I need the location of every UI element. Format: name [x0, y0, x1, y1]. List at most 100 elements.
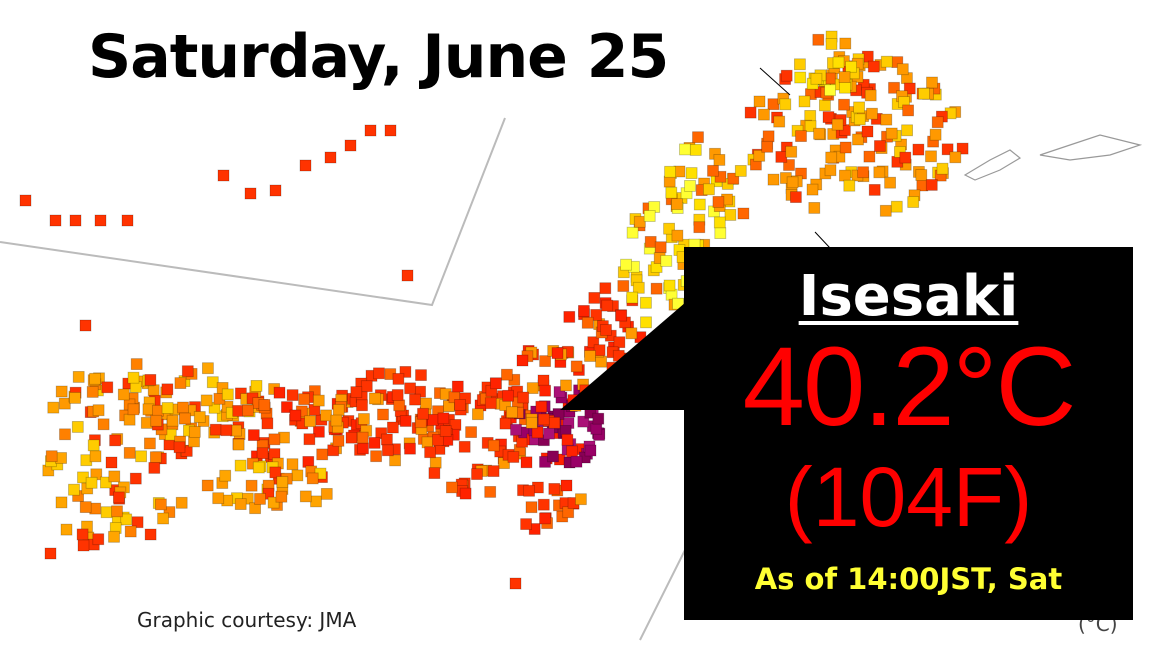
station-marker: [177, 401, 189, 414]
station-marker: [547, 450, 559, 463]
station-marker: [175, 496, 188, 509]
station-marker: [794, 58, 806, 71]
station-marker: [753, 95, 766, 108]
station-marker: [404, 382, 417, 395]
station-marker: [693, 198, 706, 211]
station-marker: [131, 516, 144, 529]
station-marker: [280, 401, 293, 414]
station-marker: [345, 431, 358, 444]
station-marker: [324, 151, 337, 164]
station-marker: [912, 143, 925, 156]
station-marker: [601, 299, 614, 312]
station-marker: [344, 139, 357, 152]
station-marker: [804, 110, 817, 122]
station-marker: [509, 577, 522, 590]
station-marker: [812, 33, 825, 46]
station-marker: [507, 451, 520, 463]
station-marker: [127, 403, 140, 416]
station-marker: [590, 422, 603, 435]
station-marker: [261, 417, 274, 430]
station-marker: [377, 408, 389, 421]
station-marker: [539, 384, 551, 397]
station-marker: [427, 413, 439, 426]
station-marker: [85, 476, 98, 489]
station-marker: [713, 153, 726, 166]
station-marker: [539, 512, 551, 525]
station-marker: [268, 433, 281, 446]
station-marker: [60, 523, 73, 536]
station-marker: [866, 107, 878, 120]
station-marker: [459, 487, 472, 500]
station-marker: [94, 214, 107, 227]
station-marker: [100, 476, 112, 489]
station-marker: [439, 425, 452, 437]
station-marker: [143, 437, 156, 450]
station-marker: [824, 84, 836, 97]
station-marker: [499, 417, 512, 430]
station-marker: [121, 214, 134, 227]
station-marker: [465, 426, 478, 439]
station-marker: [312, 394, 325, 407]
station-marker: [825, 38, 838, 50]
station-marker: [592, 412, 605, 425]
station-marker: [902, 104, 914, 117]
station-marker: [915, 169, 928, 181]
station-marker: [516, 354, 529, 367]
station-marker: [44, 547, 57, 560]
coastline: [1039, 134, 1143, 161]
station-marker: [101, 381, 114, 394]
station-marker: [166, 414, 179, 427]
station-marker: [386, 421, 399, 434]
station-marker: [45, 450, 58, 463]
station-marker: [588, 291, 601, 304]
station-marker: [157, 512, 170, 525]
station-marker: [415, 369, 427, 382]
station-marker: [393, 399, 406, 412]
station-marker: [254, 492, 266, 505]
station-marker: [692, 131, 704, 144]
station-marker: [173, 441, 186, 454]
station-marker: [289, 409, 302, 422]
station-marker: [161, 383, 174, 396]
station-marker: [256, 447, 269, 460]
station-marker: [615, 309, 628, 322]
station-marker: [392, 372, 405, 385]
leader-line: [759, 67, 791, 96]
station-marker: [163, 506, 176, 519]
station-marker: [863, 150, 876, 163]
station-marker: [89, 372, 101, 385]
station-marker: [484, 397, 497, 410]
station-marker: [689, 143, 702, 156]
station-marker: [421, 436, 434, 449]
station-marker: [779, 98, 792, 111]
station-marker: [375, 427, 388, 440]
station-marker: [798, 95, 811, 108]
station-marker: [570, 455, 583, 468]
station-marker: [399, 365, 412, 378]
station-marker: [356, 399, 368, 412]
station-marker: [593, 344, 606, 357]
station-marker: [925, 150, 937, 163]
station-marker: [69, 214, 82, 227]
station-marker: [303, 433, 316, 446]
station-marker: [241, 404, 254, 417]
station-marker: [843, 179, 856, 192]
station-marker: [931, 116, 944, 129]
station-marker: [822, 111, 835, 123]
station-marker: [273, 386, 286, 399]
station-marker: [626, 291, 639, 304]
station-marker: [671, 198, 683, 211]
station-marker: [299, 159, 312, 172]
station-marker: [520, 456, 533, 469]
station-marker: [926, 76, 938, 89]
station-marker: [762, 130, 775, 143]
station-marker: [949, 151, 962, 164]
station-marker: [660, 254, 673, 267]
station-marker: [193, 411, 206, 423]
station-marker: [903, 82, 916, 95]
station-marker: [129, 472, 142, 485]
station-marker: [124, 525, 137, 538]
station-marker: [941, 143, 954, 156]
station-marker: [633, 215, 646, 228]
station-marker: [357, 413, 370, 425]
